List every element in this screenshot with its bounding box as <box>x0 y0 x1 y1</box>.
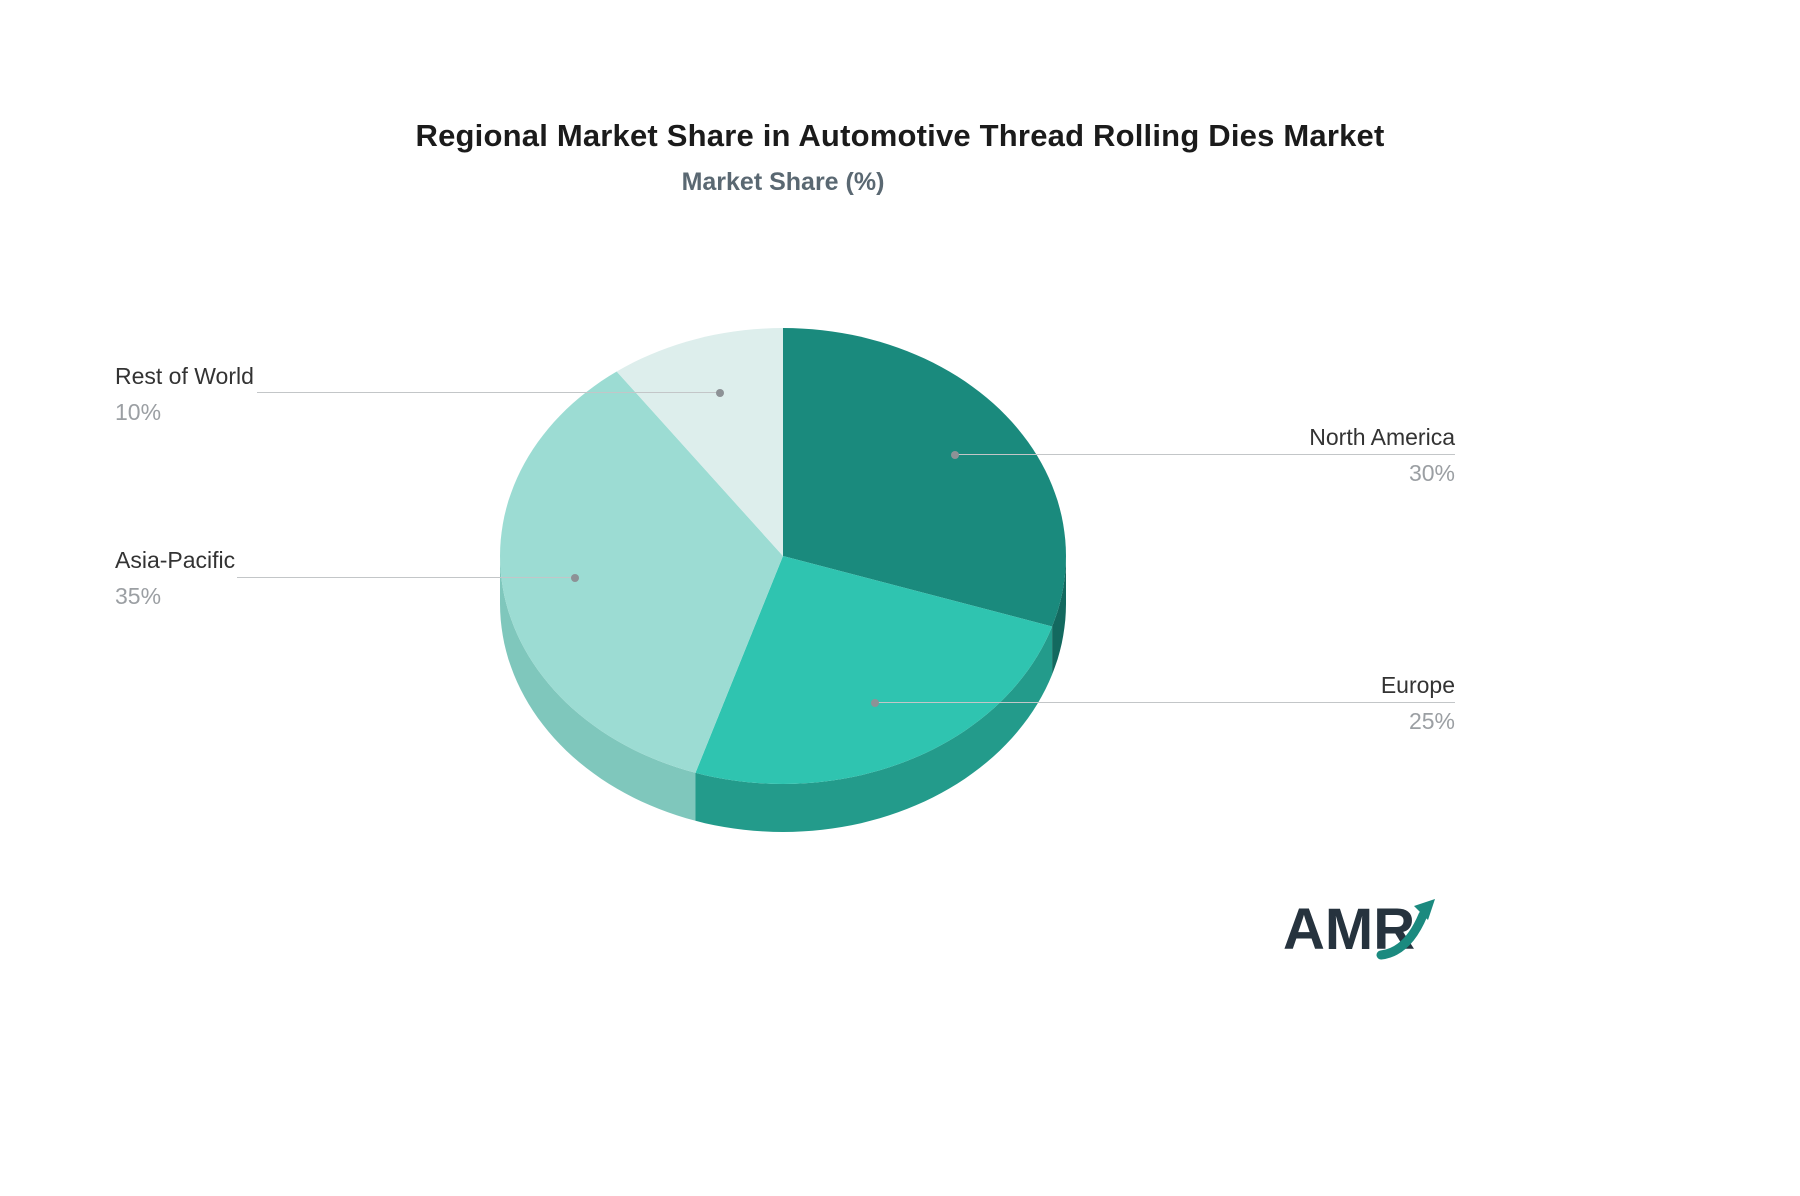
label-group-asia-pacific: Asia-Pacific 35% <box>115 547 235 609</box>
slice-value: 10% <box>115 399 162 425</box>
pie-slice-north-america[interactable] <box>783 328 1066 627</box>
leader-line-north-america <box>955 454 1455 455</box>
pie-slice-side-europe <box>695 626 1053 832</box>
leader-dot-north-america <box>951 451 959 459</box>
pie-slice-europe[interactable] <box>695 556 1053 784</box>
pie-slice-side-north-america <box>1052 556 1066 675</box>
label-group-rest-of-world: Rest of World 10% <box>115 363 254 425</box>
slice-label: Rest of World <box>115 363 254 389</box>
slice-value: 30% <box>1408 460 1455 486</box>
label-group-europe: Europe 25% <box>1381 672 1455 734</box>
leader-dot-rest-of-world <box>716 389 724 397</box>
leader-line-europe <box>875 702 1455 703</box>
amr-logo: AMR <box>1283 897 1435 962</box>
chart-subtitle: Market Share (%) <box>681 168 885 196</box>
slice-value: 35% <box>115 583 162 609</box>
amr-arrow-icon <box>1376 910 1428 960</box>
leader-dot-asia-pacific <box>571 574 579 582</box>
amr-arrow-head-icon <box>1414 899 1435 920</box>
slice-label: Asia-Pacific <box>115 547 236 573</box>
slice-label: Europe <box>1380 672 1455 698</box>
label-group-north-america: North America 30% <box>1309 424 1455 486</box>
leader-line-asia-pacific <box>237 577 575 578</box>
pie-slice-side-asia-pacific <box>500 556 696 821</box>
slice-label: North America <box>1309 424 1455 450</box>
pie-slice-asia-pacific[interactable] <box>500 371 783 773</box>
chart-title: Regional Market Share in Automotive Thre… <box>415 118 1385 153</box>
pie-slice-rest-of-world[interactable] <box>616 328 783 556</box>
leader-line-rest-of-world <box>257 392 720 393</box>
leader-dot-europe <box>871 699 879 707</box>
slice-value: 25% <box>1408 708 1455 734</box>
